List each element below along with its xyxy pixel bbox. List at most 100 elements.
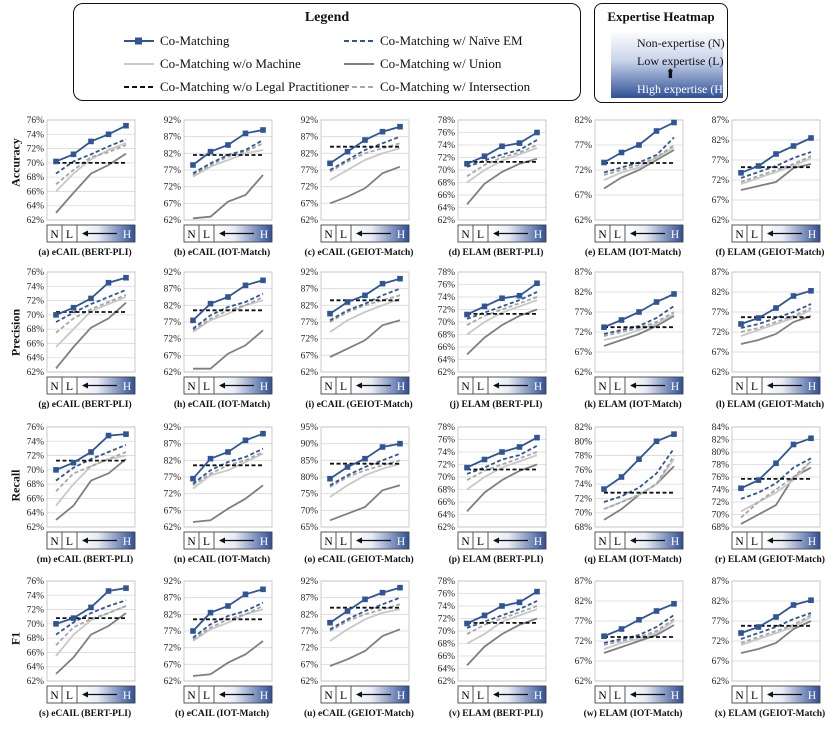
y-tick-label: 77% xyxy=(575,308,593,318)
expertise-label-h: H xyxy=(397,536,405,548)
y-tick-label: 62% xyxy=(301,216,319,226)
series-line-union xyxy=(466,308,538,356)
series-line-wom xyxy=(466,147,538,184)
y-tick-label: 80% xyxy=(712,448,730,458)
y-tick-label: 72% xyxy=(438,461,456,471)
y-tick-label: 62% xyxy=(438,368,456,378)
data-point-co-matching xyxy=(653,299,660,305)
expertise-bar-frame xyxy=(594,531,684,550)
y-tick-label: 67% xyxy=(712,657,730,667)
data-point-co-matching xyxy=(790,143,797,149)
chart-caption: (o) eCAIL (GEIOT-Match) xyxy=(304,554,413,565)
y-tick-label: 82% xyxy=(301,149,319,159)
expertise-label-n: N xyxy=(461,536,470,548)
series-line-inter xyxy=(466,296,538,326)
chart-caption: (j) ELAM (BERT-PLI) xyxy=(450,399,543,410)
plot-frame xyxy=(457,426,547,528)
expertise-arrow-head-icon xyxy=(630,537,636,544)
chart-caption: (s) eCAIL (BERT-PLI) xyxy=(39,708,131,719)
data-point-co-matching xyxy=(242,282,249,289)
expertise-label-h: H xyxy=(671,229,679,241)
expertise-label-n: N xyxy=(50,690,59,702)
y-tick-label: 64% xyxy=(438,356,456,366)
expertise-label-l: L xyxy=(203,381,210,393)
expertise-label-l: L xyxy=(203,229,210,241)
y-tick-label: 70% xyxy=(27,466,45,476)
y-tick-label: 67% xyxy=(301,351,319,361)
series-line-inter xyxy=(192,142,264,176)
data-point-co-matching xyxy=(481,153,488,160)
expertise-bar-frame xyxy=(594,224,684,243)
data-point-co-matching xyxy=(481,456,488,463)
expertise-arrow-head-icon xyxy=(82,382,88,389)
data-point-co-matching xyxy=(636,456,642,462)
heatmap-label-high-expertise: High expertise (H) xyxy=(637,82,727,96)
chart-panel: 68% 70% 72% 74% 76% 78% 80% 82% N L H (q) ELAM (IOT… xyxy=(575,423,684,565)
chart-panel: 62% 64% 66% 68% 70% 72% 74% 76% N L H (a) eCAIL (BE… xyxy=(27,116,136,258)
data-point-co-matching xyxy=(123,122,129,129)
y-tick-label: 64% xyxy=(438,665,456,675)
series-line-wom xyxy=(55,454,127,507)
expertise-label-l: L xyxy=(477,381,484,393)
chart-panel: 62% 67% 72% 77% 82% 87% N L H (l) ELAM (GEIOT-Mat… xyxy=(712,268,825,410)
y-tick-label: 68% xyxy=(575,523,593,533)
y-tick-label: 82% xyxy=(712,288,730,298)
y-tick-label: 74% xyxy=(27,282,45,292)
y-tick-label: 92% xyxy=(164,423,182,433)
data-point-co-matching xyxy=(344,608,351,614)
data-point-co-matching xyxy=(738,485,744,492)
y-tick-label: 62% xyxy=(164,677,182,687)
y-tick-label: 62% xyxy=(712,368,730,378)
expertise-label-n: N xyxy=(735,381,744,393)
expertise-label-n: N xyxy=(187,690,196,702)
data-point-co-matching xyxy=(242,130,249,137)
series-line-em xyxy=(55,289,127,323)
y-tick-label: 66% xyxy=(27,494,45,504)
data-point-co-matching xyxy=(773,614,779,620)
series-line-union xyxy=(603,315,675,347)
series-line-union xyxy=(192,640,264,677)
expertise-label-l: L xyxy=(66,381,73,393)
plot-frame xyxy=(46,426,136,528)
data-point-co-matching xyxy=(123,431,129,437)
plot-frame xyxy=(183,580,273,682)
expertise-label-l: L xyxy=(340,690,347,702)
y-tick-label: 82% xyxy=(164,149,182,159)
expertise-arrow-head-icon xyxy=(356,537,362,544)
expertise-label-h: H xyxy=(671,690,679,702)
series-line-inter xyxy=(466,451,538,481)
legend-swatch-intersection xyxy=(344,86,374,88)
expertise-bar-frame xyxy=(183,376,273,395)
chart-panel: 62% 67% 72% 77% 82% N L H (e) ELAM (IOT-Match) xyxy=(575,116,684,258)
y-tick-label: 72% xyxy=(301,335,319,345)
expertise-bar-frame xyxy=(46,376,136,395)
series-line-inter xyxy=(329,459,401,488)
expertise-label-l: L xyxy=(751,229,758,241)
data-point-co-matching xyxy=(53,312,59,318)
series-line-inter xyxy=(55,144,127,185)
y-tick-label: 77% xyxy=(164,473,182,483)
y-tick-label: 67% xyxy=(712,348,730,358)
y-tick-label: 74% xyxy=(438,293,456,303)
y-tick-label: 76% xyxy=(27,116,45,126)
expertise-label-h: H xyxy=(671,536,679,548)
expertise-label-h: H xyxy=(260,536,268,548)
expertise-label-h: H xyxy=(260,229,268,241)
expertise-label-l: L xyxy=(614,229,621,241)
chart-caption: (l) ELAM (GEIOT-Match) xyxy=(716,399,824,410)
expertise-bar-frame xyxy=(320,685,410,704)
expertise-bar-frame xyxy=(594,685,684,704)
series-line-em xyxy=(192,447,264,485)
data-point-co-matching xyxy=(190,317,196,324)
y-tick-label: 68% xyxy=(438,179,456,189)
data-point-co-matching xyxy=(499,449,505,455)
expertise-arrow-head-icon xyxy=(219,230,225,237)
plot-frame xyxy=(46,580,136,682)
legend-label-union: Co-Matching w/ Union xyxy=(380,56,502,71)
data-point-co-matching xyxy=(653,608,660,614)
y-tick-label: 62% xyxy=(438,216,456,226)
expertise-label-h: H xyxy=(808,536,816,548)
y-tick-label: 82% xyxy=(712,436,730,446)
y-tick-label: 76% xyxy=(575,466,593,476)
data-point-co-matching xyxy=(755,624,762,630)
